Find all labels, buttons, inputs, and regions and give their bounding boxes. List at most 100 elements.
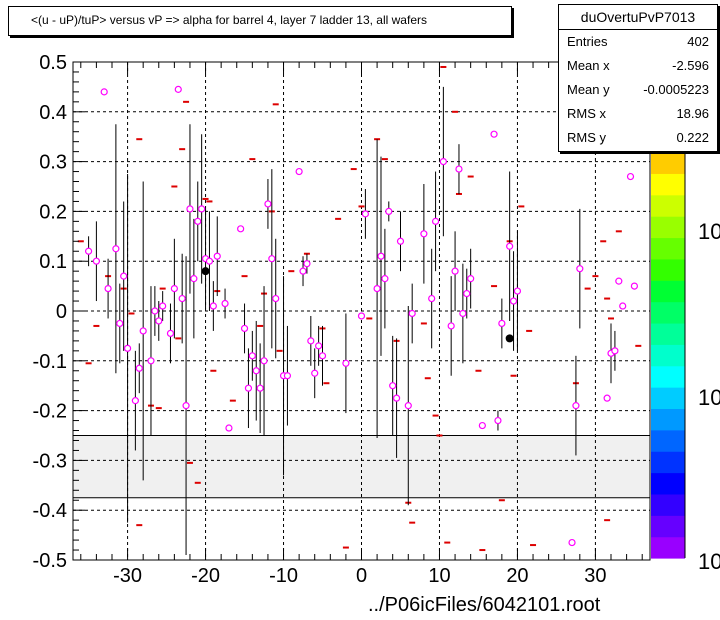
stats-value: -0.0005223 — [643, 82, 709, 97]
stats-row-rms-y: RMS y 0.222 — [559, 126, 717, 150]
y-tick-label: 0 — [56, 301, 67, 323]
stats-value: -2.596 — [672, 58, 709, 73]
data-point — [318, 352, 327, 360]
color-scale-segment — [651, 536, 685, 559]
data-point — [357, 312, 366, 320]
data-point — [237, 225, 245, 233]
data-point — [467, 275, 475, 283]
stats-label: RMS y — [567, 130, 606, 145]
data-point — [396, 237, 405, 245]
y-tick-label: -0.4 — [33, 500, 67, 522]
data-point — [225, 424, 233, 432]
stats-row-rms-x: RMS x 18.96 — [559, 102, 717, 126]
data-point — [611, 347, 619, 355]
data-point — [116, 319, 124, 328]
data-point — [615, 277, 623, 285]
color-scale-segment — [651, 258, 685, 281]
data-point — [572, 402, 580, 410]
y-tick-label: -0.1 — [33, 351, 67, 373]
data-point — [221, 299, 229, 308]
data-point — [311, 369, 319, 377]
y-tick-label: -0.3 — [33, 450, 67, 472]
data-point — [104, 284, 112, 293]
x-tick-label: 30 — [584, 565, 606, 587]
data-point — [260, 357, 268, 365]
stats-label: Mean y — [567, 82, 610, 97]
x-tick-label: 10 — [428, 565, 450, 587]
data-point — [166, 329, 175, 338]
stats-row-mean-x: Mean x -2.596 — [559, 54, 717, 78]
color-scale-segment — [651, 429, 685, 452]
color-scale-segment — [651, 493, 685, 516]
stats-box: duOvertuPvP7013 Entries 402 Mean x -2.59… — [558, 4, 718, 152]
stats-name: duOvertuPvP7013 — [559, 5, 717, 30]
grid-lines — [73, 62, 650, 560]
data-point — [373, 284, 381, 293]
data-point — [100, 88, 108, 96]
data-point — [186, 205, 194, 213]
data-point — [256, 384, 264, 392]
x-tick-label: 0 — [356, 565, 367, 587]
data-point — [240, 324, 249, 333]
data-point — [268, 255, 276, 263]
data-point — [603, 394, 611, 402]
data-point — [576, 265, 584, 273]
data-point — [385, 207, 393, 215]
x-tick-label: -30 — [113, 565, 142, 587]
color-scale-label: 10 — [698, 549, 720, 574]
x-tick-label: -20 — [191, 565, 220, 587]
data-point — [205, 257, 214, 265]
data-point — [272, 294, 280, 303]
data-point — [131, 397, 139, 405]
data-point — [264, 200, 272, 208]
color-scale-segment — [651, 472, 685, 495]
data-point — [428, 294, 436, 303]
data-point — [248, 352, 256, 360]
color-scale-label: 10 — [698, 385, 720, 410]
data-point — [151, 307, 159, 315]
data-point — [159, 302, 167, 310]
y-tick-label: -0.2 — [33, 401, 67, 423]
y-tick-label: 0.5 — [39, 52, 67, 74]
data-point — [630, 282, 639, 290]
color-scale-segment — [651, 344, 685, 367]
data-point — [447, 322, 455, 330]
data-point — [120, 272, 128, 280]
data-point — [209, 302, 217, 310]
data-point — [213, 252, 221, 260]
data-points — [84, 85, 639, 547]
color-scale-bar: 10 10 10 — [651, 152, 720, 574]
color-scale-segment — [651, 365, 685, 388]
y-tick-label: 0.2 — [39, 201, 67, 223]
y-tick-label: 0.1 — [39, 251, 67, 273]
color-scale-segment — [651, 387, 685, 410]
x-tick-label: -10 — [269, 565, 298, 587]
data-point — [459, 309, 467, 318]
data-point — [198, 205, 206, 213]
data-point — [182, 402, 190, 410]
color-scale-segment — [651, 173, 685, 196]
stats-label: RMS x — [567, 106, 606, 121]
stats-value: 0.222 — [676, 130, 709, 145]
data-point — [451, 267, 459, 275]
data-point — [342, 359, 350, 367]
mean-marker — [505, 334, 514, 343]
data-point — [494, 416, 502, 425]
data-point — [295, 167, 303, 176]
data-point — [283, 372, 292, 380]
data-point — [139, 327, 147, 335]
data-point — [112, 245, 120, 253]
stats-row-mean-y: Mean y -0.0005223 — [559, 78, 717, 102]
data-point — [408, 309, 416, 318]
data-point — [404, 402, 412, 410]
color-scale-segment — [651, 194, 685, 217]
data-point — [194, 217, 202, 225]
color-scale-segment — [651, 280, 685, 303]
data-point — [92, 257, 100, 265]
data-point — [244, 384, 253, 392]
mean-marker — [201, 267, 210, 276]
data-point — [178, 294, 186, 303]
color-scale-segment — [651, 237, 685, 260]
data-point — [170, 284, 178, 293]
